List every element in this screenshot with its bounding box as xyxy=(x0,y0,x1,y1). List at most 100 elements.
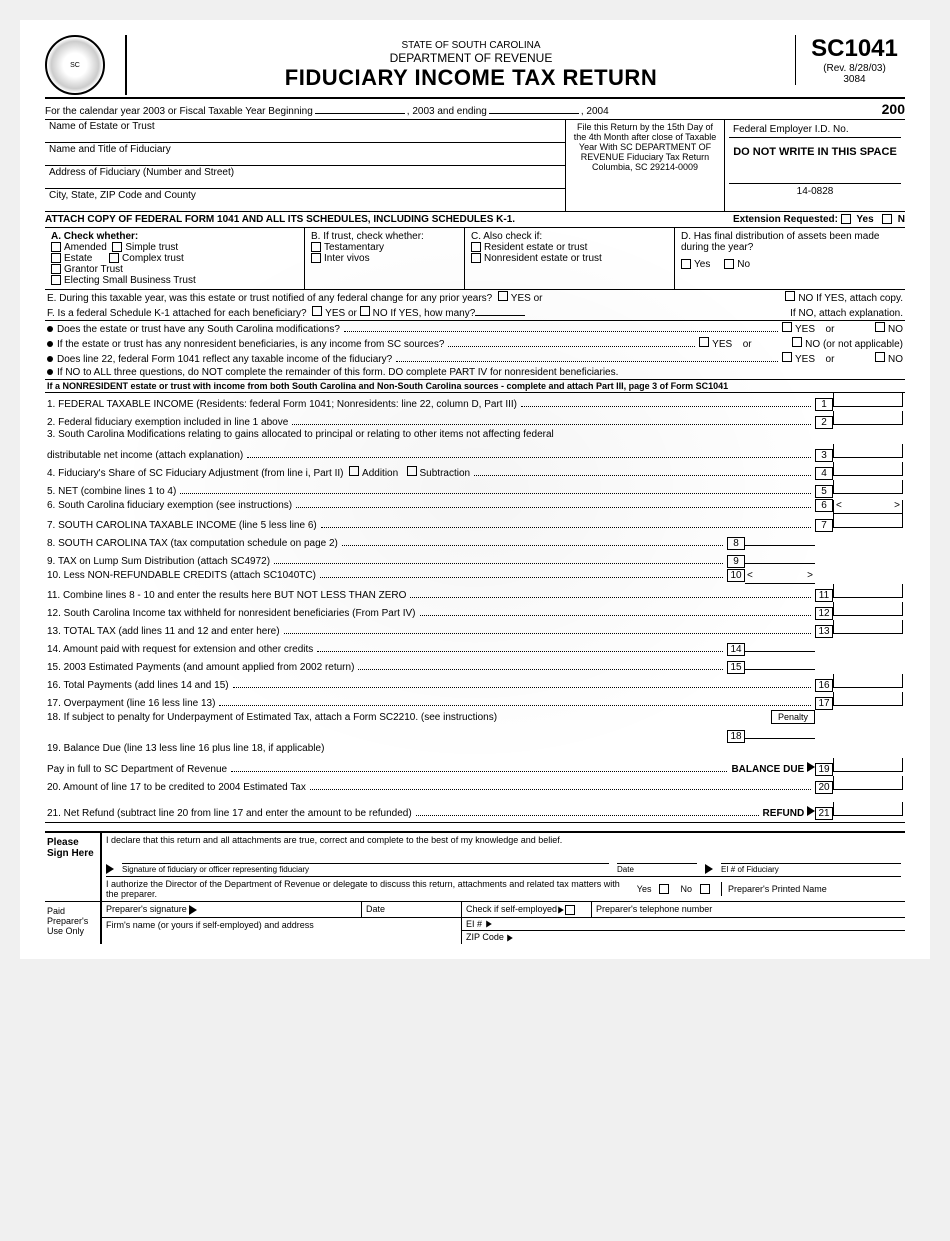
q1-yes-checkbox[interactable] xyxy=(782,322,792,332)
fiduciary-signature-field[interactable]: Signature of fiduciary or officer repres… xyxy=(122,863,609,874)
q3-no-checkbox[interactable] xyxy=(875,352,885,362)
q1-no-checkbox[interactable] xyxy=(875,322,885,332)
q3-yes-checkbox[interactable] xyxy=(782,352,792,362)
ei-fiduciary-field[interactable]: EI # of Fiduciary xyxy=(721,863,901,874)
l4-sub-checkbox[interactable] xyxy=(407,466,417,476)
d-yes-checkbox[interactable] xyxy=(681,259,691,269)
form-title: FIDUCIARY INCOME TAX RETURN xyxy=(147,65,795,91)
line-7: 7. SOUTH CAROLINA TAXABLE INCOME (line 5… xyxy=(45,514,905,532)
sign-date-field[interactable]: Date xyxy=(617,863,697,874)
line-9-amount[interactable] xyxy=(745,550,815,564)
arrow-icon xyxy=(189,905,197,915)
dept-line: DEPARTMENT OF REVENUE xyxy=(147,51,795,65)
line-19-amount[interactable] xyxy=(833,758,903,772)
preparer-name-field[interactable]: Preparer's Printed Name xyxy=(721,882,901,896)
line-2-amount[interactable] xyxy=(833,411,903,425)
federal-id-label[interactable]: Federal Employer I.D. No. xyxy=(729,122,901,138)
name-estate-field[interactable]: Name of Estate or Trust xyxy=(45,120,565,143)
line-14: 14. Amount paid with request for extensi… xyxy=(45,638,905,656)
arrow-icon xyxy=(106,864,114,874)
line-9: 9. TAX on Lump Sum Distribution (attach … xyxy=(45,550,905,568)
line-1-amount[interactable] xyxy=(833,393,903,407)
estate-checkbox[interactable] xyxy=(51,253,61,263)
nonresident-note: If a NONRESIDENT estate or trust with in… xyxy=(45,379,905,393)
ext-no-checkbox[interactable] xyxy=(882,214,892,224)
line-21: 21. Net Refund (subtract line 20 from li… xyxy=(45,802,905,823)
amended-checkbox[interactable] xyxy=(51,242,61,252)
line-3-amount[interactable] xyxy=(833,444,903,458)
line-14-amount[interactable] xyxy=(745,638,815,652)
section-c-label: C. Also check if: xyxy=(471,231,668,242)
q2-no-checkbox[interactable] xyxy=(792,337,802,347)
line-7-amount[interactable] xyxy=(833,514,903,528)
line-20-amount[interactable] xyxy=(833,776,903,790)
bottom-code: 14-0828 xyxy=(729,184,901,199)
d-no-checkbox[interactable] xyxy=(724,259,734,269)
section-b-label: B. If trust, check whether: xyxy=(311,231,458,242)
line-8-amount[interactable] xyxy=(745,532,815,546)
prep-date-field[interactable]: Date xyxy=(362,902,462,917)
q2-yes-checkbox[interactable] xyxy=(699,337,709,347)
line-2: 2. Federal fiduciary exemption included … xyxy=(45,411,905,429)
state-line: STATE OF SOUTH CAROLINA xyxy=(147,40,795,51)
form-number: SC1041 xyxy=(804,35,905,63)
big-year: 200 xyxy=(882,101,905,117)
testamentary-checkbox[interactable] xyxy=(311,242,321,252)
preparer-phone-field[interactable]: Preparer's telephone number xyxy=(592,902,905,917)
line-11-amount[interactable] xyxy=(833,584,903,598)
line-6-amount[interactable]: <> xyxy=(833,500,903,514)
attach-text: ATTACH COPY OF FEDERAL FORM 1041 AND ALL… xyxy=(45,214,515,225)
f-no-checkbox[interactable] xyxy=(360,306,370,316)
simple-trust-checkbox[interactable] xyxy=(112,242,122,252)
f-yes-checkbox[interactable] xyxy=(312,306,322,316)
line-16: 16. Total Payments (add lines 14 and 15)… xyxy=(45,674,905,692)
line-16-amount[interactable] xyxy=(833,674,903,688)
name-fiduciary-field[interactable]: Name and Title of Fiduciary xyxy=(45,143,565,166)
e-no-checkbox[interactable] xyxy=(785,291,795,301)
esbt-checkbox[interactable] xyxy=(51,275,61,285)
check-whether-section: A. Check whether: Amended Simple trust E… xyxy=(45,227,905,290)
resident-checkbox[interactable] xyxy=(471,242,481,252)
authorize-text: I authorize the Director of the Departme… xyxy=(106,879,629,899)
line-10-amount[interactable]: <> xyxy=(745,570,815,584)
question-f: F. Is a federal Schedule K-1 attached fo… xyxy=(45,305,905,321)
line-8: 8. SOUTH CAROLINA TAX (tax computation s… xyxy=(45,532,905,550)
tax-year-line: For the calendar year 2003 or Fiscal Tax… xyxy=(45,99,905,120)
question-line22: Does line 22, federal Form 1041 reflect … xyxy=(45,351,905,366)
ei-label: EI # xyxy=(466,919,482,929)
line-15-amount[interactable] xyxy=(745,656,815,670)
question-mods: Does the estate or trust have any South … xyxy=(45,321,905,336)
city-field[interactable]: City, State, ZIP Code and County xyxy=(45,189,565,211)
address-field[interactable]: Address of Fiduciary (Number and Street) xyxy=(45,166,565,189)
nonresident-checkbox[interactable] xyxy=(471,253,481,263)
state-seal-icon: SC xyxy=(45,35,105,95)
ext-yes-checkbox[interactable] xyxy=(841,214,851,224)
line-12-amount[interactable] xyxy=(833,602,903,616)
line-21-amount[interactable] xyxy=(833,802,903,816)
grantor-checkbox[interactable] xyxy=(51,264,61,274)
self-employed-checkbox[interactable] xyxy=(565,905,575,915)
line-5-amount[interactable] xyxy=(833,480,903,494)
line-18-amount[interactable] xyxy=(745,725,815,739)
line-19a: 19. Balance Due (line 13 less line 16 pl… xyxy=(45,743,905,758)
paid-preparer-label: Paid Preparer's Use Only xyxy=(45,902,100,944)
line-17-amount[interactable] xyxy=(833,692,903,706)
auth-yes-checkbox[interactable] xyxy=(659,884,669,894)
section-a-label: A. Check whether: xyxy=(51,231,298,242)
l4-add-checkbox[interactable] xyxy=(349,466,359,476)
arrow-icon xyxy=(558,906,564,913)
line-4-amount[interactable] xyxy=(833,462,903,476)
inter-vivos-checkbox[interactable] xyxy=(311,253,321,263)
do-not-write: DO NOT WRITE IN THIS SPACE xyxy=(729,138,901,184)
line-3a: 3. South Carolina Modifications relating… xyxy=(45,429,905,444)
firm-name-field[interactable]: Firm's name (or yours if self-employed) … xyxy=(102,918,462,944)
please-sign-label: Please Sign Here xyxy=(45,833,100,901)
e-yes-checkbox[interactable] xyxy=(498,291,508,301)
form-header: SC STATE OF SOUTH CAROLINA DEPARTMENT OF… xyxy=(45,35,905,99)
auth-no-checkbox[interactable] xyxy=(700,884,710,894)
complex-trust-checkbox[interactable] xyxy=(109,253,119,263)
line-17: 17. Overpayment (line 16 less line 13)17 xyxy=(45,692,905,710)
line-13-amount[interactable] xyxy=(833,620,903,634)
line-5: 5. NET (combine lines 1 to 4)5 xyxy=(45,480,905,498)
declaration-text: I declare that this return and all attac… xyxy=(106,835,901,845)
